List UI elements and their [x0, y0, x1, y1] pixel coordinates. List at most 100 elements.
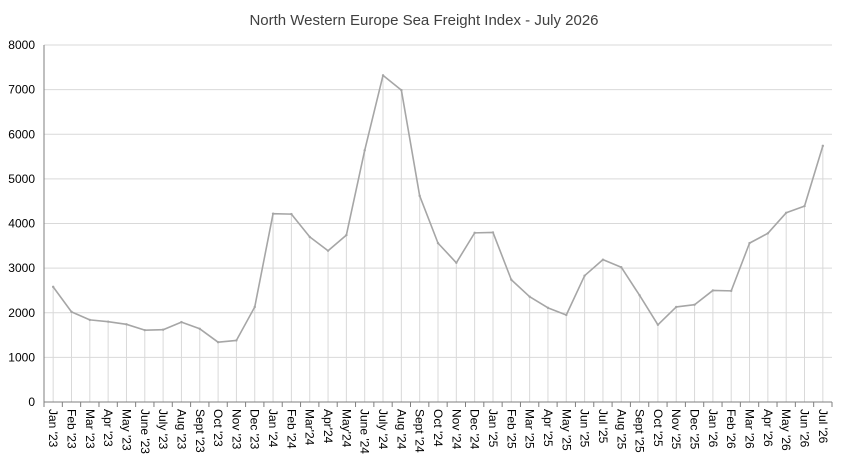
- x-tick-label: Aug '25: [614, 409, 628, 450]
- data-point: [583, 274, 586, 277]
- x-tick-label: Nov '24: [449, 409, 463, 450]
- data-point: [784, 211, 788, 214]
- x-tick-label: Mar '23: [83, 409, 97, 449]
- data-point: [620, 266, 623, 269]
- data-point: [638, 294, 641, 297]
- x-tick-label: Dec '25: [688, 409, 702, 450]
- data-point: [51, 285, 55, 289]
- x-tick-label: Dec '23: [248, 409, 262, 450]
- data-point: [70, 310, 73, 314]
- x-tick-label: May'24: [339, 409, 353, 448]
- x-tick-label: Dec '24: [468, 409, 482, 450]
- x-tick-label: Jan '26: [706, 409, 720, 448]
- x-tick-label: July '23: [156, 409, 170, 450]
- x-tick-label: Apr '25: [541, 409, 555, 447]
- chart-title: North Western Europe Sea Freight Index -…: [249, 12, 598, 29]
- data-point: [418, 194, 421, 198]
- y-tick-label: 3000: [8, 261, 35, 275]
- data-point: [565, 313, 568, 317]
- data-point: [821, 144, 825, 148]
- y-tick-label: 1000: [8, 350, 35, 364]
- x-tick-label: Sept '25: [633, 409, 647, 453]
- data-point: [271, 212, 275, 215]
- x-tick-label: Apr '23: [101, 409, 115, 447]
- data-point: [400, 88, 403, 92]
- x-tick-label: Jul '26: [816, 409, 830, 444]
- data-point: [730, 289, 733, 293]
- x-tick-label: Mar '26: [743, 409, 757, 449]
- y-tick-label: 8000: [8, 38, 35, 52]
- axes: [43, 45, 833, 407]
- x-tick-label: Mar '25: [523, 409, 537, 449]
- x-tick-label: Feb '24: [284, 409, 298, 449]
- x-tick-label: Oct '24: [431, 409, 445, 447]
- data-point: [345, 233, 348, 237]
- drop-lines: [52, 75, 824, 402]
- x-tick-label: Oct '25: [651, 409, 665, 447]
- data-point: [290, 212, 293, 216]
- data-point: [143, 328, 146, 332]
- data-point: [253, 305, 256, 309]
- x-tick-label: June '24: [358, 409, 372, 454]
- x-tick-label: Jun '26: [798, 409, 812, 448]
- y-tick-label: 0: [28, 395, 35, 409]
- x-tick-label: Sept '23: [193, 409, 207, 453]
- x-tick-label: Aug '23: [174, 409, 188, 450]
- y-tick-label: 2000: [8, 306, 35, 320]
- x-tick-label: Oct '23: [211, 409, 225, 447]
- data-point: [748, 241, 751, 245]
- x-tick-label: May '25: [559, 409, 573, 451]
- y-tick-label: 6000: [8, 127, 35, 141]
- data-point: [510, 278, 513, 281]
- x-tick-label: May '23: [119, 409, 133, 451]
- x-tick-label: Feb '25: [504, 409, 518, 449]
- data-point: [161, 328, 165, 331]
- x-tick-label: Jul '25: [596, 409, 610, 444]
- data-point: [455, 261, 458, 264]
- x-tick-label: Sept '24: [413, 409, 427, 453]
- data-point: [693, 303, 696, 306]
- x-tick-label: Feb '23: [64, 409, 78, 449]
- data-point: [216, 341, 220, 344]
- data-point: [528, 295, 531, 298]
- data-point: [125, 323, 128, 326]
- data-point: [656, 323, 660, 326]
- data-point: [803, 204, 806, 208]
- y-tick-label: 4000: [8, 217, 35, 231]
- data-point: [88, 318, 92, 322]
- data-point: [546, 306, 550, 310]
- x-tick-label: Apr'24: [321, 409, 335, 444]
- data-point: [491, 231, 495, 234]
- data-point: [601, 258, 605, 261]
- x-tick-label: Jan '24: [266, 409, 280, 448]
- data-point: [326, 249, 330, 252]
- x-tick-label: May '26: [779, 409, 793, 451]
- x-tick-label: Nov '25: [669, 409, 683, 450]
- data-point: [106, 320, 110, 323]
- x-tick-label: Mar'24: [303, 409, 317, 446]
- data-point: [711, 289, 715, 292]
- x-tick-label: July '24: [376, 409, 390, 450]
- x-tick-label: Feb '26: [724, 409, 738, 449]
- data-point: [235, 339, 238, 342]
- data-point: [308, 235, 311, 239]
- y-tick-label: 7000: [8, 83, 35, 97]
- y-axis-ticks: 0 1000 2000 3000 4000 5000 6000 7000 8000: [8, 38, 35, 409]
- data-point: [473, 231, 476, 235]
- x-tick-label: Apr '26: [761, 409, 775, 447]
- x-axis-ticks: Jan '23 Feb '23 Mar '23 Apr '23 May '23 June …: [46, 409, 830, 454]
- y-tick-label: 5000: [8, 172, 35, 186]
- data-point: [198, 327, 201, 331]
- data-point: [436, 241, 440, 245]
- x-tick-label: Jan '23: [46, 409, 60, 448]
- x-tick-label: Jan '25: [486, 409, 500, 448]
- data-point: [363, 149, 366, 152]
- data-point: [766, 232, 770, 235]
- data-point: [180, 320, 183, 324]
- data-point: [381, 74, 385, 77]
- x-tick-label: Jun '25: [578, 409, 592, 448]
- data-series: [51, 74, 825, 344]
- x-tick-label: Aug '24: [394, 409, 408, 450]
- data-point: [675, 305, 678, 309]
